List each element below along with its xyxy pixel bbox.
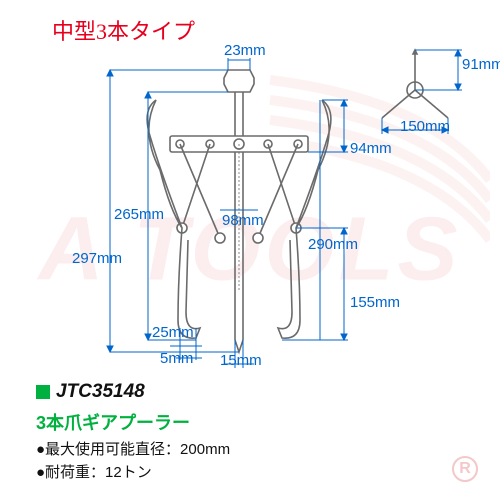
- dim-25mm: 25mm: [152, 324, 194, 341]
- puller-drawing: [147, 70, 331, 352]
- dim-91mm: 91mm: [462, 56, 500, 73]
- part-number: JTC35148: [56, 381, 145, 403]
- watermark-registered: R: [452, 456, 478, 482]
- dim-155mm: 155mm: [350, 294, 400, 311]
- pn-bullet-icon: [36, 385, 50, 399]
- product-name: 3本爪ギアプーラー: [36, 409, 230, 435]
- technical-diagram: 23mm 91mm 150mm 94mm 265mm 297mm 98mm 29…: [10, 40, 490, 380]
- spec-line-2: ●耐荷重：12トン: [36, 462, 230, 485]
- part-number-row: JTC35148: [36, 381, 230, 403]
- dim-265mm: 265mm: [114, 206, 164, 223]
- dim-15mm: 15mm: [220, 352, 262, 369]
- dim-23mm: 23mm: [224, 42, 266, 59]
- dim-98mm: 98mm: [222, 212, 264, 229]
- spec-line-1: ●最大使用可能直径：200mm: [36, 439, 230, 462]
- dim-5mm: 5mm: [160, 350, 193, 367]
- dim-94mm: 94mm: [350, 140, 392, 157]
- dim-297mm: 297mm: [72, 250, 122, 267]
- footer-block: JTC35148 3本爪ギアプーラー ●最大使用可能直径：200mm ●耐荷重：…: [36, 381, 230, 484]
- dim-150mm: 150mm: [400, 118, 450, 135]
- dim-290mm: 290mm: [308, 236, 358, 253]
- dim-91: [415, 50, 462, 90]
